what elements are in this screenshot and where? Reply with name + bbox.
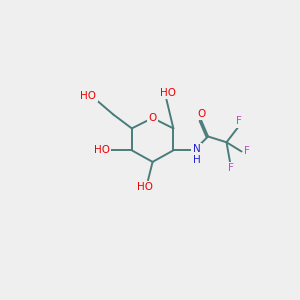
- Text: HO: HO: [160, 88, 176, 98]
- Text: O: O: [148, 113, 157, 123]
- Text: HO: HO: [80, 91, 96, 100]
- Text: HO: HO: [94, 145, 110, 155]
- Text: F: F: [244, 146, 250, 157]
- Text: O: O: [197, 109, 205, 119]
- Text: F: F: [236, 116, 242, 127]
- Text: N
H: N H: [193, 144, 200, 165]
- Text: HO: HO: [137, 182, 153, 192]
- Text: F: F: [228, 163, 234, 173]
